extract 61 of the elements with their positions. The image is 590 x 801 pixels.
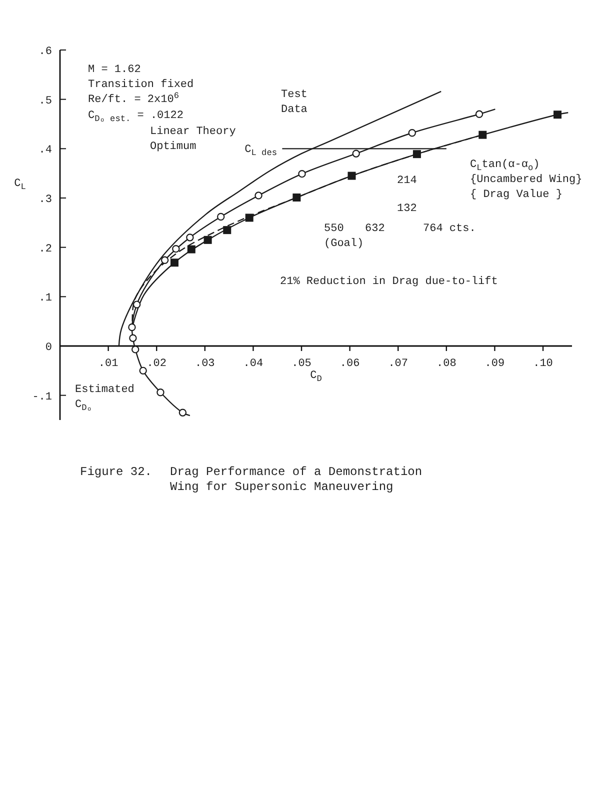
point (178, 408, 187, 416)
y-axis-title: C$_{L}$ (14, 178, 26, 192)
x-tick-label: .05 (292, 358, 312, 370)
point (245, 214, 254, 222)
x-tick-label: .06 (340, 358, 360, 370)
point (298, 170, 306, 178)
point (160, 256, 169, 264)
y-tick-label: .1 (38, 292, 52, 305)
x-tick-label: .09 (484, 358, 505, 370)
point (408, 129, 416, 137)
y-tick-label: .5 (38, 95, 52, 108)
point (554, 110, 562, 119)
x-tick-label: .02 (146, 358, 167, 370)
point (186, 234, 194, 242)
point (478, 130, 487, 139)
annotation: 764 cts. (423, 223, 476, 235)
point (254, 192, 262, 200)
point (348, 172, 356, 180)
annotation: Linear Theory Optimum (150, 126, 236, 153)
point (128, 323, 136, 332)
point (170, 258, 178, 267)
point (129, 334, 137, 342)
x-tick-label: .04 (243, 358, 264, 370)
point (352, 150, 360, 158)
y-tick-label: 0 (45, 342, 52, 354)
x-axis-title: C$_{D}$ (310, 370, 322, 384)
annotation: M = 1.62 Transition fixed Re/ft. = 2x10$^{6}$ (88, 64, 194, 106)
text: Drag Performance of a Demonstration Wing for Supersonic Maneuvering (170, 465, 422, 494)
point (223, 226, 232, 234)
point (132, 300, 141, 308)
point (156, 388, 164, 396)
point (216, 212, 225, 221)
point (172, 244, 180, 253)
annotation: 21% Reduction in Drag due-to-lift (280, 276, 498, 288)
annotation: Estimated C$_{Dₒ}$ (75, 384, 134, 414)
x-tick-label: .07 (388, 358, 408, 370)
text: Figure 32. (80, 465, 152, 479)
x-tick-label: .10 (533, 358, 553, 370)
y-tick-label: .6 (38, 46, 52, 58)
annotation: 550 (Goal) (324, 223, 364, 250)
y-tick-label: .2 (38, 243, 52, 256)
point (139, 366, 147, 375)
annotation: 632 (365, 223, 385, 235)
annotation: C$_{L des}$ (244, 144, 277, 158)
point (187, 245, 196, 254)
point (412, 150, 421, 158)
y-tick-label: -.1 (32, 391, 52, 404)
point (204, 236, 212, 244)
annotation: Test Data (281, 89, 308, 116)
annotation: C$_{Dₒ est.}$ = .0122 (88, 110, 184, 124)
point (292, 194, 301, 202)
annotation: 132 (397, 203, 417, 215)
annotation: C$_{L}$tan(α-α$_{o}$) {Uncambered Wing} { Drag Value } (470, 159, 582, 201)
x-tick-label: .08 (436, 358, 456, 370)
y-tick-label: .4 (38, 144, 52, 157)
y-tick-label: .3 (38, 194, 52, 206)
x-tick-label: .01 (98, 358, 119, 370)
point (475, 110, 484, 118)
annotation: 214 (397, 175, 418, 187)
x-tick-label: .03 (195, 358, 215, 370)
point (132, 346, 140, 354)
